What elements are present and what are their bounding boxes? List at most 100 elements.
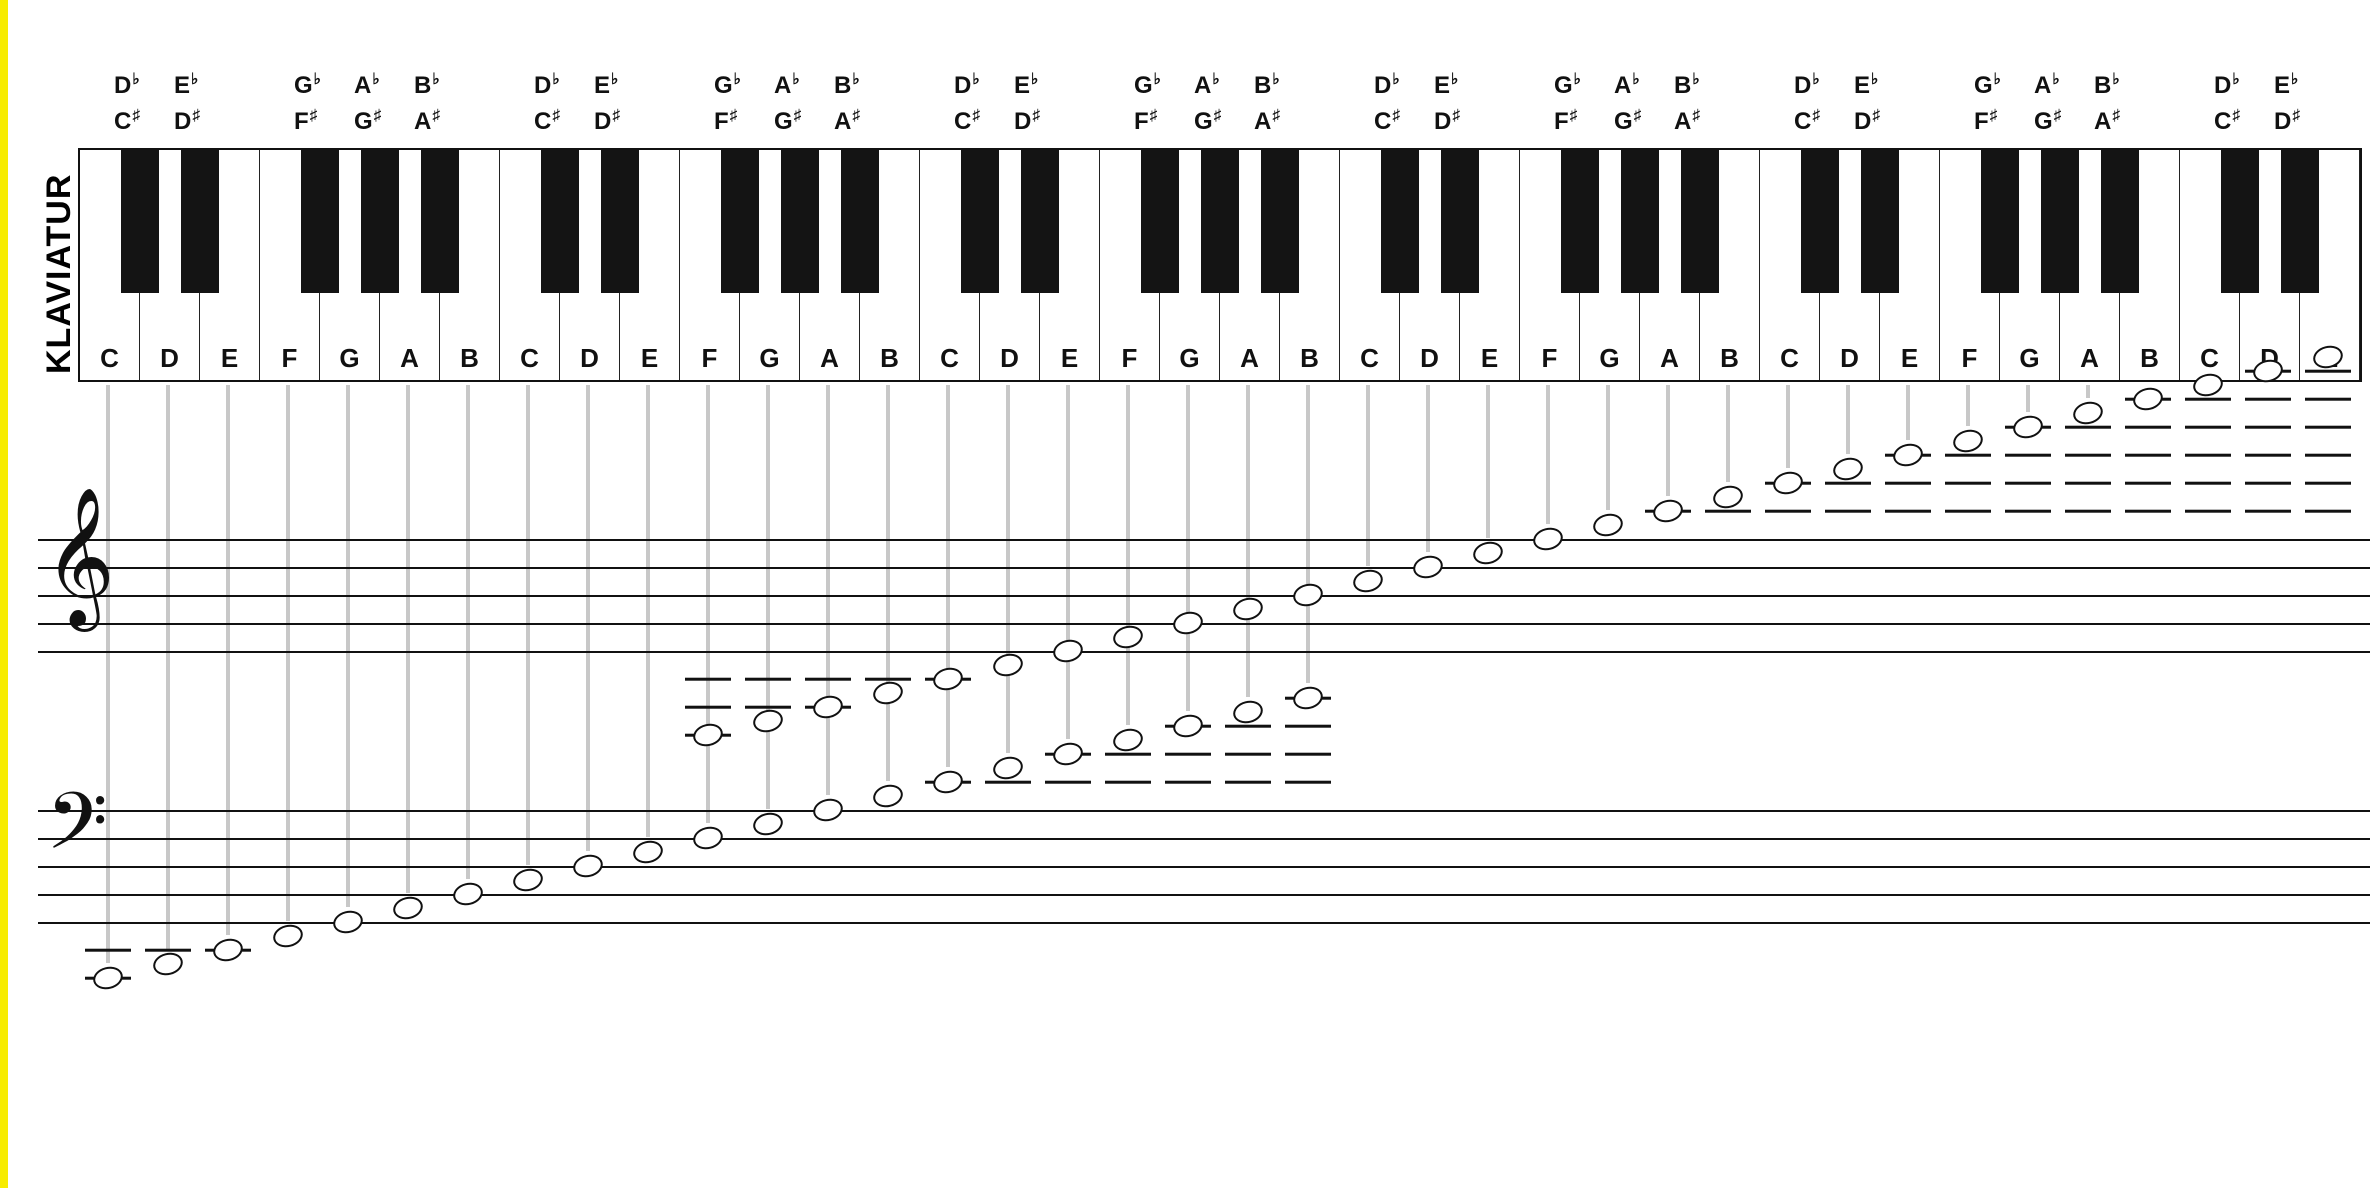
black-key	[721, 150, 758, 293]
ledger-line	[685, 706, 731, 709]
black-key-label-flat: D♭	[1374, 72, 1399, 98]
black-key	[1681, 150, 1718, 293]
guide-line	[586, 385, 590, 851]
white-key-label: A	[1640, 343, 1699, 374]
ledger-line	[2185, 482, 2231, 485]
guide-line	[2026, 385, 2030, 412]
white-key-label: G	[2000, 343, 2059, 374]
black-key-label-flat: B♭	[1254, 72, 1279, 98]
ledger-line	[2065, 454, 2111, 457]
ledger-line	[2185, 454, 2231, 457]
black-key-label-sharp: C♯	[1374, 108, 1399, 134]
black-key	[2101, 150, 2138, 293]
note-head	[1111, 623, 1145, 652]
guide-line	[1666, 385, 1670, 496]
ledger-line	[2005, 482, 2051, 485]
note-head	[511, 866, 545, 895]
ledger-line	[85, 949, 131, 952]
note-head	[691, 721, 725, 750]
ledger-line	[2305, 454, 2351, 457]
black-key-label-sharp: A♯	[2094, 108, 2119, 134]
note-head	[1531, 525, 1565, 554]
staff-line	[38, 651, 2370, 653]
black-key-label-sharp: C♯	[2214, 108, 2239, 134]
black-key-label-flat: E♭	[1434, 72, 1457, 98]
ledger-line	[2125, 426, 2171, 429]
white-key-label: F	[680, 343, 739, 374]
white-key-label: C	[80, 343, 139, 374]
note-head	[931, 665, 965, 694]
ledger-line	[2065, 482, 2111, 485]
white-key-label: G	[740, 343, 799, 374]
black-key-label-flat: G♭	[294, 72, 320, 98]
black-key-label-flat: B♭	[414, 72, 439, 98]
note-head	[811, 693, 845, 722]
black-key	[1261, 150, 1298, 293]
white-key-label: F	[260, 343, 319, 374]
black-key-label-sharp: C♯	[954, 108, 979, 134]
staff-line	[38, 866, 2370, 868]
ledger-line	[2005, 510, 2051, 513]
black-key-label-sharp: F♯	[714, 108, 736, 134]
black-key-label-sharp: D♯	[174, 108, 199, 134]
white-key-label: B	[2120, 343, 2179, 374]
black-key-label-flat: D♭	[954, 72, 979, 98]
note-head	[1651, 497, 1685, 526]
staff-line	[38, 922, 2370, 924]
white-key-label: D	[1400, 343, 1459, 374]
black-key-label-flat: E♭	[594, 72, 617, 98]
ledger-line	[805, 678, 851, 681]
black-key-label-sharp: A♯	[1674, 108, 1699, 134]
white-key-label: G	[320, 343, 379, 374]
bass-clef: 𝄢	[46, 784, 108, 880]
black-key-label-sharp: D♯	[1434, 108, 1459, 134]
ledger-line	[1945, 510, 1991, 513]
ledger-line	[1225, 781, 1271, 784]
ledger-line	[2125, 454, 2171, 457]
note-head	[571, 852, 605, 881]
guide-line	[1546, 385, 1550, 524]
black-key	[1981, 150, 2018, 293]
guide-line	[166, 385, 170, 949]
ledger-line	[1225, 725, 1271, 728]
note-head	[2131, 385, 2165, 414]
ledger-line	[2245, 426, 2291, 429]
guide-line	[1786, 385, 1790, 468]
note-head	[1351, 567, 1385, 596]
black-key	[2041, 150, 2078, 293]
staff-line	[38, 567, 2370, 569]
ledger-line	[2245, 510, 2291, 513]
note-head	[1291, 581, 1325, 610]
stage: KLAVIATUR CDEFGABCDEFGABCDEFGABCDEFGABCD…	[0, 0, 2376, 1188]
black-key	[301, 150, 338, 293]
black-key-label-sharp: F♯	[1554, 108, 1576, 134]
white-key-label: G	[1580, 343, 1639, 374]
white-key-label: A	[2060, 343, 2119, 374]
guide-line	[886, 385, 890, 781]
black-key-label-sharp: F♯	[294, 108, 316, 134]
black-key-label-flat: E♭	[1854, 72, 1877, 98]
ledger-line	[1705, 510, 1751, 513]
note-head	[151, 950, 185, 979]
guide-line	[346, 385, 350, 907]
white-key-label: D	[1820, 343, 1879, 374]
ledger-line	[2125, 510, 2171, 513]
note-head	[331, 908, 365, 937]
note-head	[1051, 637, 1085, 666]
ledger-line	[1285, 725, 1331, 728]
ledger-line	[2065, 510, 2111, 513]
guide-line	[1486, 385, 1490, 538]
black-key-label-flat: B♭	[834, 72, 859, 98]
staff-line	[38, 838, 2370, 840]
note-head	[1831, 455, 1865, 484]
white-key-label: C	[1760, 343, 1819, 374]
ledger-line	[2065, 426, 2111, 429]
guide-line	[1726, 385, 1730, 482]
white-key-label: D	[140, 343, 199, 374]
guide-line	[1966, 385, 1970, 426]
note-head	[1231, 595, 1265, 624]
black-key-label-flat: D♭	[534, 72, 559, 98]
white-key-label: E	[1040, 343, 1099, 374]
guide-line	[1126, 385, 1130, 725]
black-key-label-flat: B♭	[2094, 72, 2119, 98]
